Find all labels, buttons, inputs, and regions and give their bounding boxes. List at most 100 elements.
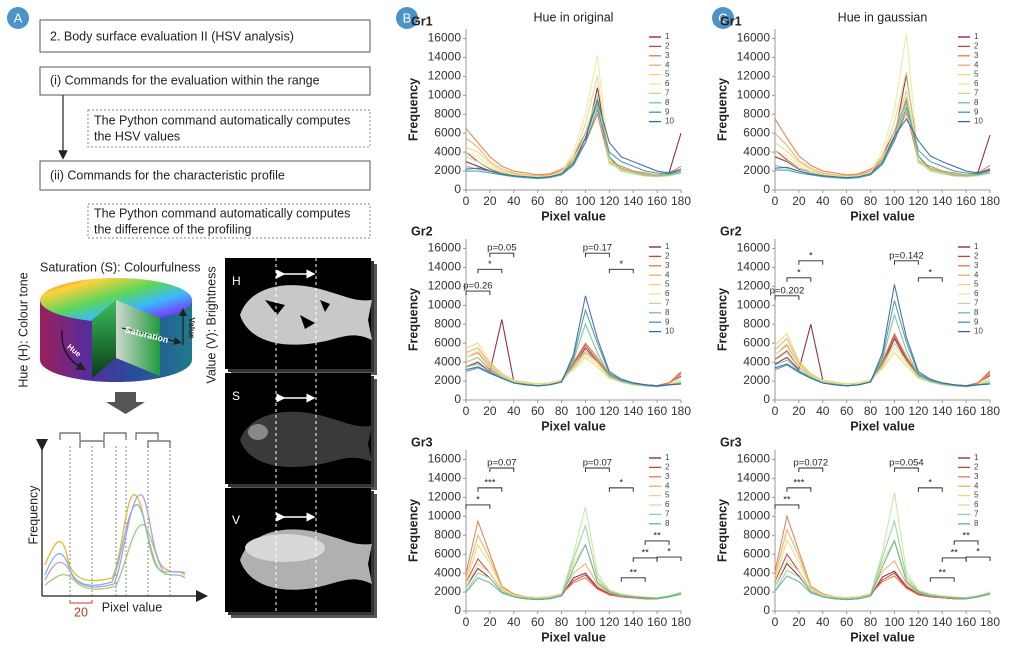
panel-label: C — [718, 10, 727, 25]
image-label: V — [232, 513, 240, 527]
significance-label: * — [928, 477, 932, 488]
y-tick-label: 4000 — [743, 354, 770, 368]
significance-bracket — [929, 577, 955, 582]
x-tick-label: 40 — [507, 404, 521, 418]
schematic: Frequency Pixel value 20 — [26, 432, 208, 619]
legend-label: 7 — [665, 89, 670, 98]
y-axis-label: Frequency — [406, 499, 420, 562]
group-label: Gr2 — [411, 224, 433, 238]
heading: 2. Body surface evaluation II (HSV analy… — [50, 29, 294, 43]
y-tick-label: 16000 — [428, 31, 462, 45]
x-tick-label: 120 — [908, 615, 928, 629]
legend-label: 7 — [665, 299, 670, 308]
chart-title: Hue in gaussian — [838, 10, 928, 24]
y-tick-label: 4000 — [434, 565, 461, 579]
y-tick-label: 0 — [454, 392, 461, 406]
note-text: The Python command automatically compute… — [94, 113, 350, 127]
significance-label: ** — [783, 494, 791, 505]
significance-label: p=0.07 — [583, 458, 612, 469]
x-tick-label: 140 — [623, 194, 643, 208]
x-tick-label: 20 — [792, 615, 806, 629]
x-tick-label: 60 — [531, 615, 545, 629]
legend-label: 2 — [974, 252, 979, 261]
y-tick-label: 6000 — [743, 125, 770, 139]
data-line — [466, 107, 682, 180]
legend-label: 1 — [974, 32, 979, 41]
legend-label: 6 — [974, 79, 979, 88]
data-line — [774, 97, 991, 177]
significance-bracket — [893, 260, 919, 265]
y-tick-label: 14000 — [428, 260, 462, 274]
significance-bracket — [644, 540, 670, 545]
x-tick-label: 120 — [599, 404, 619, 418]
significance-label: * — [476, 494, 480, 505]
legend-label: 4 — [665, 270, 670, 279]
y-tick-label: 4000 — [743, 565, 770, 579]
image-stack — [225, 258, 377, 618]
data-line — [774, 312, 991, 388]
x-tick-label: 60 — [840, 194, 854, 208]
significance-label: p=0.26 — [463, 281, 492, 292]
data-line — [465, 95, 682, 179]
legend-label: 4 — [974, 60, 979, 69]
significance-bracket — [917, 487, 943, 492]
legend-label: 1 — [665, 242, 670, 251]
x-tick-label: 180 — [671, 404, 691, 418]
significance-bracket — [477, 268, 503, 274]
x-tick-label: 120 — [599, 194, 619, 208]
cylinder-label: Value — [187, 318, 196, 339]
significance-label: ** — [630, 567, 638, 578]
y-tick-label: 2000 — [743, 163, 770, 177]
x-axis-label: Pixel value — [850, 209, 915, 223]
group-label: Gr3 — [411, 435, 433, 449]
x-tick-label: 0 — [772, 194, 779, 208]
significance-label: ** — [962, 530, 970, 541]
x-axis-label: Pixel value — [541, 209, 606, 223]
group-label: Gr2 — [720, 224, 742, 238]
x-tick-label: 20 — [792, 404, 806, 418]
chart-title: Hue in original — [534, 10, 614, 24]
legend-label: 4 — [665, 481, 670, 490]
significance-bracket — [798, 467, 824, 472]
significance-label: p=0.072 — [794, 458, 829, 469]
y-axis-label: Frequency — [715, 288, 729, 351]
y-tick-label: 12000 — [737, 490, 771, 504]
significance-label: * — [488, 259, 492, 270]
x-axis-label: Pixel value — [850, 419, 915, 433]
y-tick-label: 8000 — [743, 527, 770, 541]
y-tick-label: 12000 — [428, 69, 462, 83]
note-box — [87, 109, 371, 148]
x-tick-label: 0 — [772, 404, 779, 418]
x-tick-label: 140 — [932, 615, 952, 629]
x-tick-label: 40 — [816, 615, 830, 629]
significance-label: p=0.17 — [583, 243, 612, 254]
legend-label: 2 — [974, 42, 979, 51]
significance-label: *** — [484, 477, 495, 488]
x-tick-label: 100 — [575, 194, 595, 208]
significance-label: ** — [939, 567, 947, 578]
step-box — [39, 66, 371, 96]
y-tick-label: 0 — [454, 182, 461, 196]
y-tick-label: 14000 — [428, 471, 462, 485]
panel-a: A 2. Body surface evaluation II (HSV ana… — [7, 7, 377, 619]
significance-bracket — [786, 487, 812, 492]
y-tick-label: 4000 — [434, 354, 461, 368]
significance-bracket — [465, 504, 491, 509]
x-tick-label: 180 — [980, 194, 1000, 208]
x-tick-label: 140 — [932, 194, 952, 208]
note-box — [87, 203, 371, 239]
caption: Hue (H): Colour tone — [16, 272, 30, 387]
significance-label: ** — [641, 547, 649, 558]
significance-bracket — [965, 556, 991, 562]
x-tick-label: 140 — [623, 615, 643, 629]
legend-label: 8 — [665, 519, 670, 528]
y-tick-label: 2000 — [434, 584, 461, 598]
step-text: (i) Commands for the evaluation within t… — [50, 73, 320, 87]
significance-label: * — [619, 477, 623, 488]
significance-label: * — [928, 267, 932, 278]
x-axis-label: Pixel value — [541, 630, 606, 644]
x-tick-label: 100 — [884, 194, 904, 208]
significance-bracket — [465, 290, 491, 296]
panel-label: A — [14, 10, 23, 25]
